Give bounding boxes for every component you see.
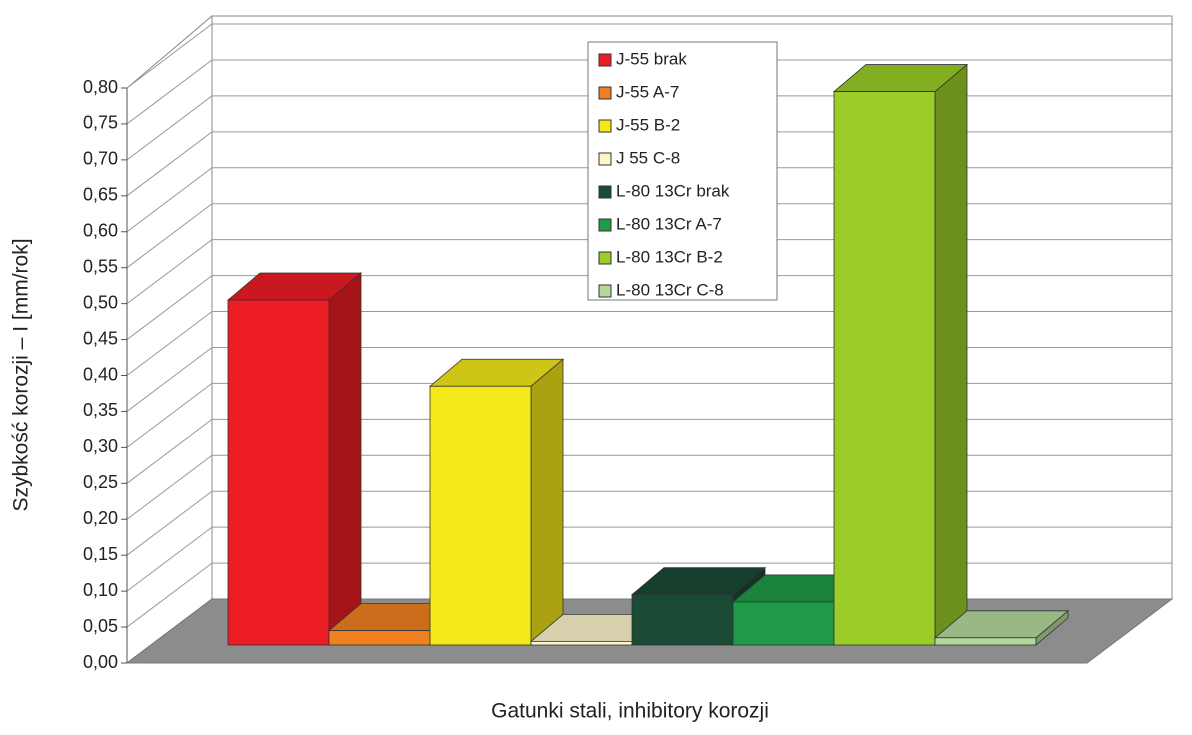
y-tick-label: 0,10 [83, 580, 118, 600]
bar-side [934, 63, 968, 646]
y-tick-label: 0,40 [83, 364, 118, 384]
legend-label: L-80 13Cr brak [616, 181, 730, 200]
y-tick-label: 0,45 [83, 328, 118, 348]
legend-label: L-80 13Cr C-8 [616, 280, 724, 299]
legend-swatch [598, 152, 612, 166]
y-tick-label: 0,80 [83, 77, 118, 97]
bar [833, 91, 936, 646]
bar [429, 385, 532, 646]
legend-swatch [598, 251, 612, 265]
y-tick-label: 0,30 [83, 436, 118, 456]
bar [328, 630, 431, 646]
legend-box [587, 41, 778, 301]
y-tick-label: 0,60 [83, 221, 118, 241]
side-wall [126, 14, 213, 665]
y-tick-label: 0,35 [83, 400, 118, 420]
y-tick-label: 0,70 [83, 149, 118, 169]
y-tick-label: 0,20 [83, 508, 118, 528]
legend-label: L-80 13Cr A-7 [616, 214, 722, 233]
legend-label: J-55 A-7 [616, 82, 679, 101]
y-tick-label: 0,05 [83, 616, 118, 636]
y-tick-label: 0,25 [83, 472, 118, 492]
bar [732, 601, 835, 646]
y-tick-label: 0,65 [83, 185, 118, 205]
bar-side [530, 358, 564, 646]
y-tick-label: 0,75 [83, 113, 118, 133]
y-tick-label: 0,00 [83, 652, 118, 672]
y-tick-label: 0,15 [83, 544, 118, 564]
x-axis-label: Gatunki stali, inhibitory korozji [491, 700, 769, 723]
legend-label: L-80 13Cr B-2 [616, 247, 723, 266]
bar [934, 637, 1037, 646]
legend-swatch [598, 185, 612, 199]
grid-line [126, 59, 1172, 125]
legend-label: J-55 B-2 [616, 115, 680, 134]
bar [227, 299, 330, 646]
y-axis-label: Szybkość korozji – I [mm/rok] [10, 238, 33, 511]
legend-swatch [598, 119, 612, 133]
bar-side [328, 272, 362, 646]
bar [530, 641, 633, 646]
legend-label: J-55 brak [616, 49, 687, 68]
grid-line [126, 23, 1172, 89]
y-tick-label: 0,55 [83, 256, 118, 276]
legend-swatch [598, 218, 612, 232]
bar [631, 594, 734, 646]
legend-swatch [598, 284, 612, 298]
legend-label: J 55 C-8 [616, 148, 680, 167]
legend-swatch [598, 86, 612, 100]
y-tick-label: 0,50 [83, 292, 118, 312]
legend-swatch [598, 53, 612, 67]
